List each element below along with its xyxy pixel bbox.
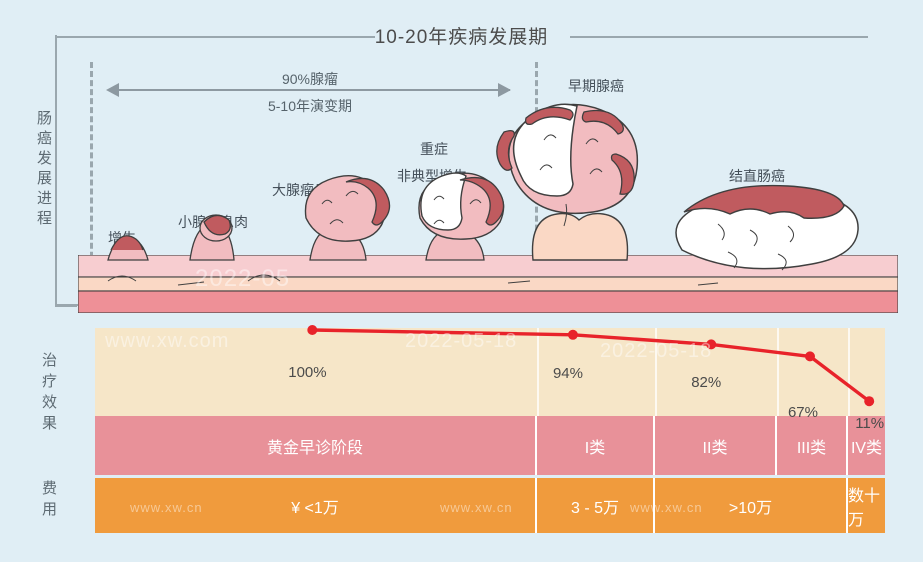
stage-caption: 重症 bbox=[420, 141, 448, 157]
evolution-arrow-head-left bbox=[106, 83, 119, 97]
curve-point bbox=[567, 329, 578, 340]
arrow-label-duration: 5-10年演变期 bbox=[267, 98, 353, 114]
table-cell: III类 bbox=[777, 416, 848, 475]
stage-caption: 早期腺癌 bbox=[568, 78, 624, 94]
table-cell: IV类 bbox=[848, 416, 885, 475]
lesion-shapes bbox=[107, 103, 859, 271]
effect-band-divider bbox=[777, 328, 779, 416]
stage-caption: 结直肠癌 bbox=[729, 168, 785, 184]
page-title: 10-20年疾病发展期 bbox=[374, 27, 549, 48]
stage-row: 黄金早诊阶段 I类 II类 III类 IV类 bbox=[95, 416, 885, 475]
arrow-label-adenoma: 90%腺瘤 bbox=[281, 71, 339, 87]
table-cell: II类 bbox=[655, 416, 777, 475]
title-rule-right bbox=[570, 36, 868, 38]
percent-label: 11% bbox=[855, 415, 885, 433]
percent-label: 67% bbox=[787, 404, 818, 422]
table-cell: 黄金早诊阶段 bbox=[95, 416, 537, 475]
effect-band bbox=[95, 328, 885, 416]
outcome-panel: 黄金早诊阶段 I类 II类 III类 IV类 ¥ <1万 3 - 5万 >10万 数十万 bbox=[95, 328, 885, 533]
intestinal-wall-illustration bbox=[78, 255, 898, 313]
axis-label-effect: 治疗效果 bbox=[40, 352, 57, 436]
effect-band-divider bbox=[848, 328, 850, 416]
curve-point bbox=[805, 351, 815, 362]
axis-label-cost: 费用 bbox=[40, 480, 57, 522]
evolution-arrow-line bbox=[110, 89, 510, 91]
table-cell: 3 - 5万 bbox=[537, 478, 655, 533]
percent-label: 94% bbox=[552, 364, 583, 382]
table-cell: I类 bbox=[537, 416, 655, 475]
effect-band-divider bbox=[537, 328, 539, 416]
table-cell: >10万 bbox=[655, 478, 848, 533]
cost-row: ¥ <1万 3 - 5万 >10万 数十万 bbox=[95, 478, 885, 533]
effect-band-divider bbox=[655, 328, 657, 416]
curve-point bbox=[706, 339, 717, 350]
table-cell: ¥ <1万 bbox=[95, 478, 537, 533]
percent-label: 100% bbox=[288, 364, 327, 381]
divider-dashed-left bbox=[90, 62, 93, 312]
evolution-arrow-head-right bbox=[498, 83, 511, 97]
table-cell: 数十万 bbox=[848, 478, 885, 533]
progress-bracket bbox=[55, 35, 77, 307]
axis-label-progress: 肠癌发展进程 bbox=[35, 110, 52, 230]
title-rule-left bbox=[55, 36, 375, 38]
curve-point bbox=[307, 325, 318, 335]
survival-curve bbox=[307, 325, 875, 407]
percent-label: 82% bbox=[691, 374, 722, 392]
curve-point bbox=[864, 396, 875, 407]
